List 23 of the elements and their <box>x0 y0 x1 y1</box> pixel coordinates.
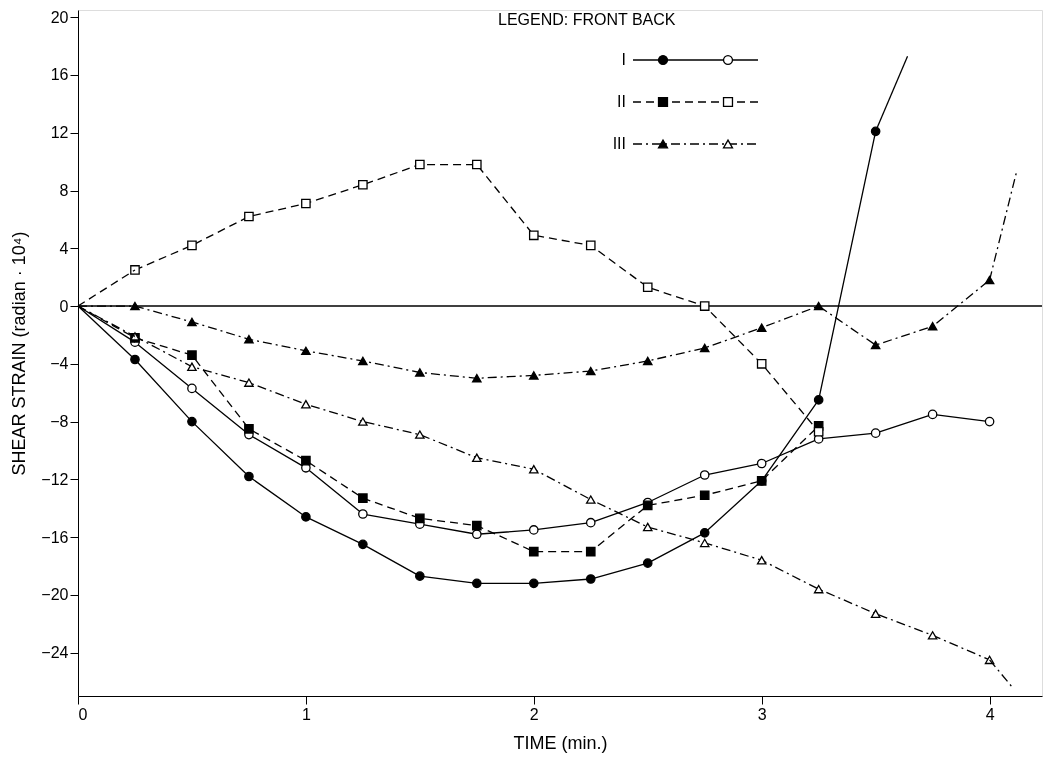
y-tick-label: 4 <box>59 239 69 257</box>
y-tick-label: 8 <box>59 182 69 200</box>
x-tick-label: 2 <box>529 705 539 723</box>
x-tick-label: 4 <box>985 705 995 723</box>
y-tick-label: 16 <box>50 66 69 84</box>
y-tick-label: −8 <box>50 413 69 431</box>
y-tick-label: −4 <box>50 355 69 373</box>
x-tick-label: 0 <box>78 705 88 723</box>
y-axis-title: SHEAR STRAIN (radian · 10⁴) <box>9 231 30 476</box>
legend-row2: III <box>612 135 626 152</box>
y-tick-label: 0 <box>59 297 69 315</box>
y-tick-label: −16 <box>41 528 69 546</box>
y-tick-label: 12 <box>50 124 69 142</box>
legend-title: LEGEND: FRONT BACK <box>498 11 676 28</box>
legend-row0: I <box>621 51 626 68</box>
y-tick-label: −24 <box>41 644 69 662</box>
y-tick-label: −20 <box>41 586 69 604</box>
x-tick-label: 3 <box>757 705 767 723</box>
y-tick-label: 20 <box>50 8 69 26</box>
x-tick-label: 1 <box>301 705 311 723</box>
x-axis-title: TIME (min.) <box>513 732 608 753</box>
legend-row1: II <box>617 93 626 110</box>
y-tick-label: −12 <box>41 470 69 488</box>
